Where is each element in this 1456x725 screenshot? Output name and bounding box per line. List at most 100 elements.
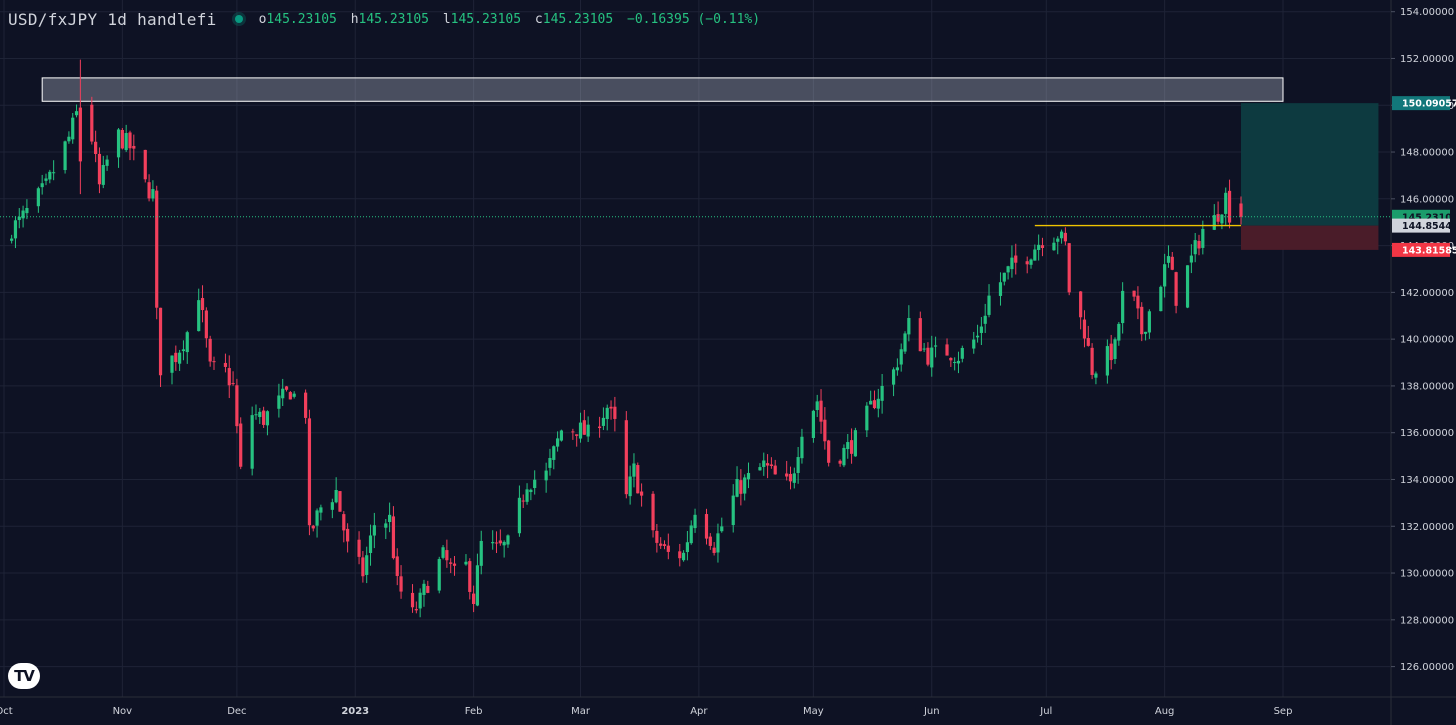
candle-body-up	[922, 348, 926, 350]
high-key: h	[350, 11, 359, 27]
candle-body-down	[239, 423, 243, 467]
candle-body-down	[307, 418, 312, 526]
candle-body-up	[983, 315, 987, 324]
candle-body-up	[903, 333, 907, 352]
candle-body-down	[1109, 343, 1113, 361]
candle-body-up	[586, 424, 590, 437]
y-tick-label: 152.00000	[1400, 54, 1454, 65]
candle-body-down	[823, 419, 827, 442]
candle-body-up	[197, 300, 201, 332]
candle-body-down	[155, 190, 159, 308]
candle-body-down	[582, 420, 586, 435]
candle-body-up	[533, 479, 537, 488]
long-position-stop-zone	[1241, 225, 1379, 250]
candle-body-down	[1040, 245, 1045, 248]
candle-body-down	[1067, 243, 1071, 293]
candle-body-down	[739, 480, 743, 494]
candles-group	[10, 59, 1243, 618]
candle-body-up	[632, 463, 636, 477]
chart-header: USD/fxJPY 1d handlefi o145.23105 h145.23…	[8, 9, 760, 29]
candle-body-down	[426, 585, 430, 593]
candle-body-up	[811, 410, 815, 438]
candle-body-up	[555, 438, 560, 447]
candle-body-up	[17, 216, 21, 221]
candle-body-up	[281, 388, 285, 399]
candle-body-up	[1212, 215, 1216, 230]
candle-body-up	[865, 405, 869, 431]
price-label-background	[1392, 242, 1450, 257]
y-tick-label: 146.00000	[1400, 194, 1454, 205]
candle-body-down	[346, 528, 350, 542]
tradingview-logo-icon[interactable]: TV	[8, 663, 40, 689]
candle-body-up	[792, 473, 796, 483]
candle-body-up	[151, 189, 155, 199]
x-tick-label: Jun	[923, 706, 940, 717]
candle-body-down	[338, 491, 342, 512]
candle-body-down	[1014, 255, 1018, 263]
candle-body-down	[204, 310, 208, 339]
candle-body-up	[479, 540, 483, 566]
candle-body-down	[120, 129, 124, 149]
candle-body-up	[758, 467, 762, 471]
y-tick-label: 142.00000	[1400, 288, 1454, 299]
candle-body-up	[1185, 265, 1190, 308]
candle-body-up	[689, 525, 693, 544]
candle-body-down	[391, 516, 396, 559]
candle-body-up	[525, 489, 529, 502]
symbol-title[interactable]: USD/fxJPY 1d handlefi	[8, 9, 217, 29]
candle-body-down	[472, 593, 476, 605]
candle-body-up	[1059, 231, 1064, 239]
candle-body-up	[1143, 331, 1148, 334]
candle-body-up	[891, 369, 896, 385]
candle-body-down	[655, 530, 659, 543]
candle-body-down	[1090, 347, 1094, 375]
candle-body-up	[876, 398, 880, 409]
candle-body-down	[838, 460, 842, 464]
x-tick-label: Sep	[1274, 706, 1293, 717]
candle-body-down	[1063, 232, 1067, 242]
candle-body-down	[498, 540, 502, 544]
candle-body-up	[502, 541, 506, 546]
x-tick-label: Apr	[690, 706, 708, 717]
candle-body-down	[410, 592, 415, 608]
y-tick-label: 138.00000	[1400, 381, 1454, 392]
candle-body-down	[1140, 306, 1144, 335]
candle-body-up	[1094, 373, 1098, 378]
price-label-background	[1392, 96, 1450, 111]
candle-body-up	[1052, 242, 1056, 251]
candle-body-down	[90, 104, 94, 142]
candle-body-up	[880, 385, 884, 401]
candle-body-down	[128, 132, 132, 149]
x-tick-label: Oct	[0, 706, 13, 717]
x-tick-label: Mar	[571, 706, 591, 717]
candle-body-up	[578, 422, 583, 439]
candle-body-up	[559, 430, 564, 441]
candle-body-down	[1136, 295, 1140, 309]
candle-body-down	[945, 344, 949, 356]
candle-body-up	[330, 502, 334, 510]
candle-body-up	[972, 339, 976, 349]
candle-body-down	[357, 539, 361, 557]
candle-body-down	[1197, 240, 1201, 249]
candle-body-up	[605, 407, 609, 420]
candle-body-up	[178, 352, 182, 364]
x-tick-label: Jul	[1039, 706, 1052, 717]
candle-body-up	[422, 583, 426, 595]
candle-body-up	[170, 355, 174, 373]
candle-body-up	[1006, 266, 1010, 273]
candle-body-up	[1163, 264, 1167, 287]
candle-body-down	[1082, 319, 1087, 339]
candle-body-down	[78, 107, 82, 162]
candle-body-up	[975, 335, 980, 338]
candle-body-up	[1201, 228, 1205, 248]
candle-body-up	[52, 172, 56, 174]
candle-body-up	[601, 417, 606, 426]
candle-body-up	[1159, 286, 1163, 312]
candle-body-up	[63, 141, 67, 171]
candle-body-down	[659, 543, 663, 546]
low-key: l	[442, 11, 451, 27]
candle-body-up	[181, 349, 186, 352]
candle-body-up	[368, 535, 373, 553]
candle-body-up	[1105, 346, 1109, 376]
